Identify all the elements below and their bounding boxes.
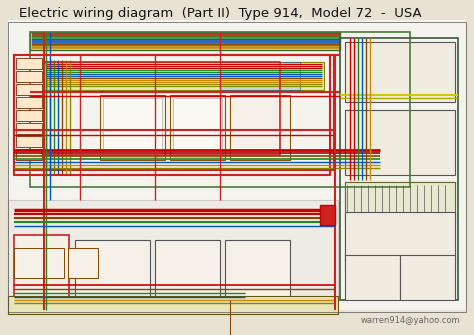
Bar (345, 182, 395, 222)
Bar (14, 248, 64, 278)
Bar (103, 98, 162, 157)
Bar (14, 235, 69, 305)
Bar (155, 240, 220, 300)
Bar (8, 200, 338, 308)
Text: Electric wiring diagram  (Part II)  Type 914,  Model 72  -  USA: Electric wiring diagram (Part II) Type 9… (19, 7, 421, 20)
Bar (16, 110, 42, 121)
Bar (320, 205, 335, 225)
Bar (8, 22, 466, 312)
Bar (345, 212, 455, 272)
Bar (230, 95, 290, 160)
Bar (16, 136, 42, 147)
Bar (345, 255, 400, 300)
Bar (16, 71, 42, 82)
Bar (400, 255, 455, 300)
Bar (220, 62, 300, 90)
Bar (30, 32, 340, 50)
Bar (100, 95, 165, 160)
Bar (14, 55, 44, 170)
Bar (16, 58, 42, 69)
Bar (44, 62, 324, 90)
Bar (68, 248, 98, 278)
Bar (30, 32, 410, 187)
Bar (75, 240, 150, 300)
Bar (225, 240, 290, 300)
Bar (16, 97, 42, 108)
Bar (14, 55, 334, 170)
Bar (345, 182, 455, 262)
Text: warren914@yahoo.com: warren914@yahoo.com (360, 316, 460, 325)
Bar (16, 123, 42, 134)
Bar (16, 84, 42, 95)
Bar (345, 42, 455, 102)
Bar (345, 110, 455, 175)
Bar (173, 98, 222, 157)
Bar (340, 38, 458, 300)
Bar (16, 149, 42, 160)
Bar (8, 296, 338, 314)
Bar (170, 95, 225, 160)
Bar (400, 182, 455, 222)
